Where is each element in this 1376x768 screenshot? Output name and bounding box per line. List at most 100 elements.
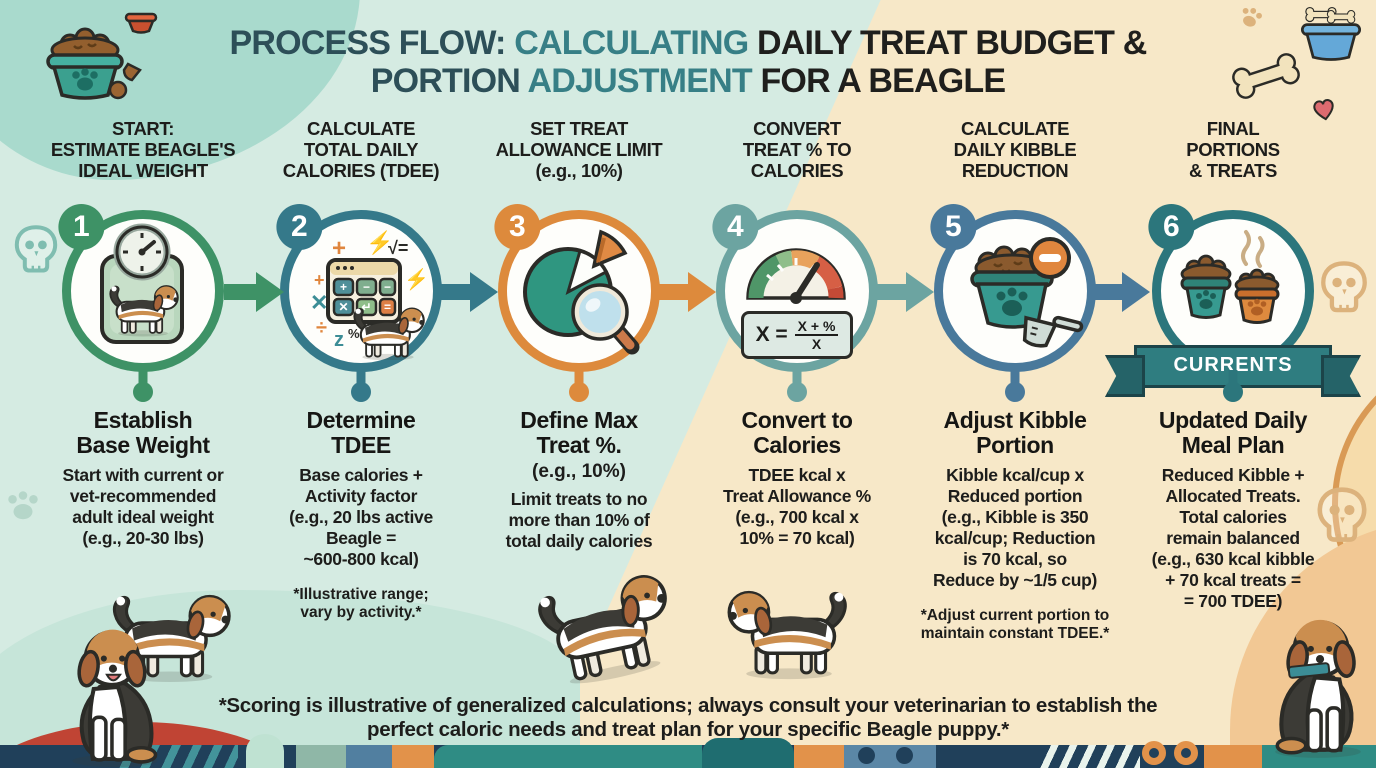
step-circle-area: + ⚡ √= + ✕ ÷ z % ⚡ [257, 204, 465, 404]
formula-numerator: X + % [794, 318, 839, 336]
pie-chart-magnifier-icon [523, 229, 640, 355]
connector-dot [1005, 382, 1025, 402]
step-body: Base calories + Activity factor (e.g., 2… [289, 464, 433, 569]
step-body: Reduced Kibble + Allocated Treats. Total… [1151, 464, 1315, 611]
step-number-badge: 1 [58, 204, 105, 250]
skull-icon [1314, 486, 1370, 547]
step-subtitle: Adjust Kibble Portion [943, 407, 1087, 459]
strip-shape [1174, 741, 1198, 765]
connector-stem [574, 370, 584, 384]
svg-text:%: % [348, 326, 360, 341]
step-header: START: ESTIMATE BEAGLE'S IDEAL WEIGHT [50, 118, 236, 182]
blue-bowl-icon [1300, 6, 1362, 61]
svg-text:✕: ✕ [310, 290, 328, 315]
svg-text:÷: ÷ [316, 317, 327, 339]
beagle-illustration [52, 616, 178, 768]
beagle-illustration [722, 582, 856, 680]
skull-icon [12, 224, 60, 277]
svg-text:+: + [332, 235, 346, 262]
svg-text:+: + [340, 280, 347, 294]
step-body: Kibble kcal/cup x Reduced portion (e.g.,… [932, 464, 1097, 590]
step-circle-area: 5 [911, 204, 1119, 404]
step-footnote: *Illustrative range; vary by activity.* [293, 585, 429, 622]
bottom-decorative-strip [0, 734, 1376, 768]
step-subtitle: Establish Base Weight [76, 407, 210, 459]
step-column-3: SET TREAT ALLOWANCE LIMIT (e.g., 10%) [470, 118, 688, 644]
step-column-4: CONVERT TREAT % TO CALORIES [688, 118, 906, 644]
svg-text:√=: √= [388, 238, 408, 258]
strip-shape [844, 745, 936, 768]
strip-shape [346, 745, 392, 768]
calculator-icon: + ⚡ √= + ✕ ÷ z % ⚡ [310, 230, 429, 360]
gauge-icon [746, 248, 846, 304]
step-column-1: START: ESTIMATE BEAGLE'S IDEAL WEIGHT [34, 118, 252, 644]
connector-stem [138, 370, 148, 384]
strip-shape [392, 745, 434, 768]
mini-bowl-icon [124, 12, 158, 34]
step-subtitle: Convert to Calories [741, 407, 853, 459]
kibble-bits-icon [108, 62, 142, 100]
step-subtitle: Determine TDEE [306, 407, 416, 459]
strip-shape [296, 745, 346, 768]
strip-shape [1204, 745, 1262, 768]
connector-dot [133, 382, 153, 402]
process-flow-columns: START: ESTIMATE BEAGLE'S IDEAL WEIGHT [34, 118, 1342, 644]
svg-text:=: = [384, 300, 391, 314]
svg-text:⚡: ⚡ [404, 267, 429, 291]
title-segment: ADJUSTMENT [527, 62, 761, 101]
connector-dot [1223, 382, 1243, 402]
title-segment: DAILY TREAT BUDGET & [757, 24, 1147, 62]
svg-text:+: + [314, 270, 325, 290]
two-bowls-icon [1180, 230, 1280, 324]
step-header: CONVERT TREAT % TO CALORIES [742, 118, 852, 182]
step-column-2: CALCULATE TOTAL DAILY CALORIES (TDEE) + … [252, 118, 470, 644]
step-subtitle: Define Max Treat %. [520, 407, 638, 459]
disclaimer-text: *Scoring is illustrative of generalized … [218, 694, 1158, 741]
formula-denominator: X [811, 336, 822, 352]
flow-arrow-icon [438, 270, 498, 314]
title-segment: PROCESS FLOW: [229, 24, 515, 62]
step-column-6: FINAL PORTIONS & TREATS [1124, 118, 1342, 644]
strip-shape [1142, 741, 1166, 765]
step-body: Start with current or vet-recommended ad… [62, 464, 224, 548]
heart-icon [1313, 98, 1334, 121]
step-header: FINAL PORTIONS & TREATS [1186, 118, 1280, 182]
paw-print-icon [4, 486, 42, 524]
step-subtitle: Updated Daily Meal Plan [1158, 407, 1308, 459]
kibble-bowl-minus-icon [970, 237, 1084, 348]
svg-text:−: − [384, 280, 391, 294]
connector-dot [787, 382, 807, 402]
connector-stem [792, 370, 802, 384]
svg-text:−: − [363, 280, 370, 294]
page-title: PROCESS FLOW: CALCULATING DAILY TREAT BU… [0, 24, 1376, 101]
connector-stem [1228, 370, 1238, 384]
step-number-badge: 5 [930, 204, 977, 250]
formula-lhs: X = [755, 323, 788, 346]
step-circle-area: X = X + % X 4 [693, 204, 901, 404]
connector-dot [351, 382, 371, 402]
svg-text:✕: ✕ [338, 300, 348, 314]
strip-shape [434, 745, 702, 768]
step-subnote: (e.g., 10%) [532, 460, 626, 482]
strip-shape [246, 734, 284, 768]
step-circle-area: CURRENTS 6 [1129, 204, 1337, 404]
skull-icon [1318, 260, 1370, 317]
steam-icon [1241, 230, 1265, 268]
svg-text:↵: ↵ [361, 300, 371, 314]
flow-arrow-icon [874, 270, 934, 314]
flow-arrow-icon [656, 270, 716, 314]
connector-stem [1010, 370, 1020, 384]
title-segment: FOR A BEAGLE [760, 62, 1006, 101]
formula-fraction: X + % X [794, 318, 839, 352]
step-circle-area: 3 [475, 204, 683, 404]
banner-label: CURRENTS [1173, 354, 1293, 376]
step-ring [62, 210, 224, 372]
connector-stem [356, 370, 366, 384]
formula-panel: X = X + % X [741, 311, 853, 359]
strip-shape [1040, 745, 1140, 768]
dog-food-bowl-icon [46, 27, 124, 100]
svg-text:⚡: ⚡ [366, 230, 393, 256]
step-number-badge: 6 [1148, 204, 1195, 250]
step-header: SET TREAT ALLOWANCE LIMIT (e.g., 10%) [495, 118, 663, 182]
